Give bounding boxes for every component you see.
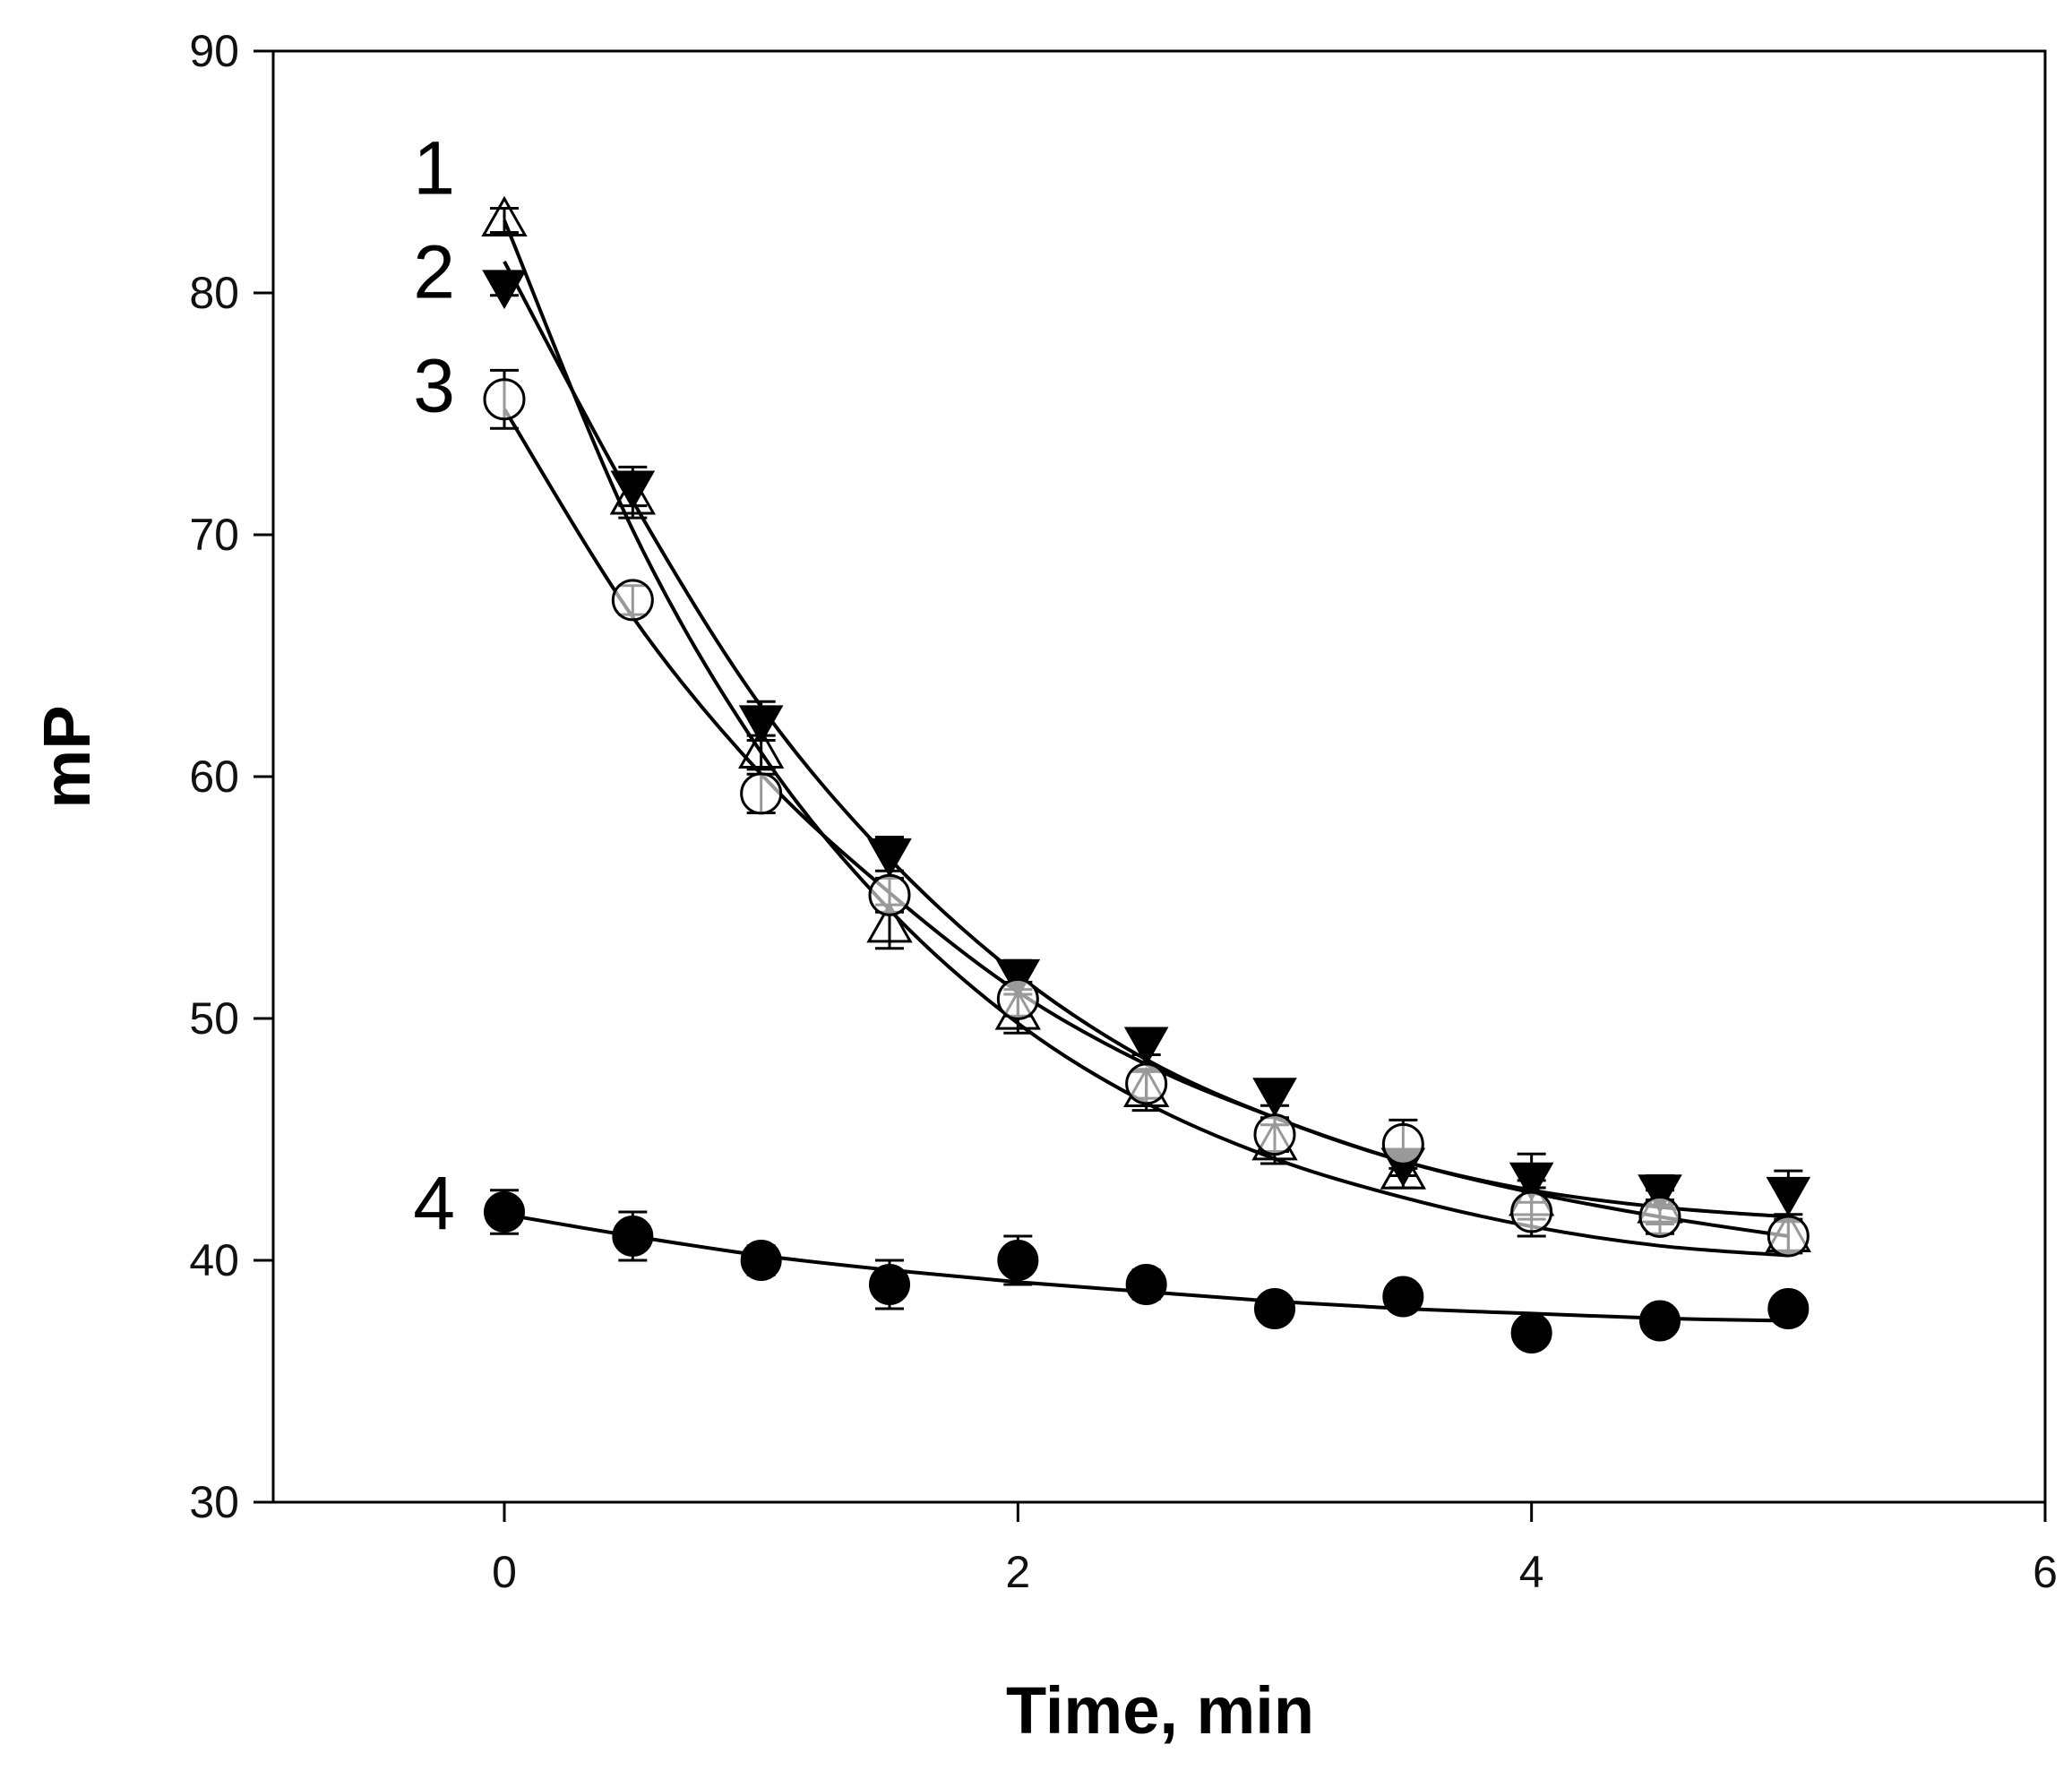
y-tick-label: 50 xyxy=(189,993,239,1044)
marker-series-4 xyxy=(740,1240,782,1281)
marker-series-3 xyxy=(1510,1190,1553,1233)
marker-series-1 xyxy=(1380,1148,1427,1190)
y-axis-ticks: 30 40 50 60 70 80 90 xyxy=(189,26,273,1527)
marker-series-3 xyxy=(1253,1113,1296,1156)
marker-series-2 xyxy=(482,270,527,310)
marker-series-4 xyxy=(1254,1288,1295,1329)
y-tick-label: 30 xyxy=(189,1477,239,1527)
marker-series-4 xyxy=(612,1216,654,1257)
marker-series-3 xyxy=(1638,1195,1681,1238)
series-label-2: 2 xyxy=(413,230,455,314)
series-label-1: 1 xyxy=(413,126,455,211)
marker-series-2 xyxy=(867,838,912,878)
y-tick-label: 70 xyxy=(189,510,239,560)
marker-series-1 xyxy=(737,727,785,769)
marker-series-2 xyxy=(610,470,656,511)
y-tick-label: 90 xyxy=(189,26,239,76)
marker-series-1 xyxy=(481,195,528,236)
fit-line-series-2 xyxy=(503,260,1789,1219)
marker-series-3 xyxy=(483,378,526,421)
marker-series-2 xyxy=(1123,1027,1169,1067)
marker-series-4 xyxy=(1382,1276,1424,1318)
x-tick-label: 6 xyxy=(2033,1547,2058,1597)
marker-series-2 xyxy=(1252,1078,1297,1117)
marker-series-3 xyxy=(1767,1215,1810,1258)
marker-series-2 xyxy=(1766,1176,1811,1216)
x-tick-label: 2 xyxy=(1005,1547,1030,1597)
marker-series-3 xyxy=(740,772,783,815)
x-tick-label: 0 xyxy=(492,1547,517,1597)
marker-series-2 xyxy=(1638,1174,1682,1214)
marker-series-4 xyxy=(1639,1300,1681,1342)
marker-series-4 xyxy=(1510,1312,1552,1353)
marker-series-4 xyxy=(997,1240,1039,1281)
fit-line-series-3 xyxy=(503,408,1789,1238)
data-markers xyxy=(481,195,1812,1353)
fit-lines xyxy=(503,219,1789,1323)
series-labels: 1 2 3 4 xyxy=(413,126,455,1246)
marker-series-3 xyxy=(996,977,1039,1020)
error-bars xyxy=(490,207,1803,1346)
marker-series-3 xyxy=(1125,1062,1168,1105)
y-tick-label: 80 xyxy=(189,268,239,318)
marker-series-1 xyxy=(609,474,657,515)
marker-series-3 xyxy=(1381,1122,1424,1165)
marker-series-1 xyxy=(866,902,913,943)
y-tick-label: 60 xyxy=(189,752,239,802)
marker-series-2 xyxy=(1509,1162,1554,1202)
marker-series-4 xyxy=(1125,1264,1167,1305)
x-tick-label: 4 xyxy=(1519,1547,1544,1597)
y-axis-title: mP xyxy=(30,705,104,808)
x-axis-ticks: 0 2 4 6 xyxy=(492,1502,2058,1597)
y-tick-label: 40 xyxy=(189,1235,239,1285)
marker-series-2 xyxy=(738,705,784,745)
marker-series-4 xyxy=(869,1264,910,1305)
marker-series-4 xyxy=(1767,1288,1810,1329)
marker-series-3 xyxy=(868,873,911,916)
x-axis-title: Time, min xyxy=(1006,1673,1314,1748)
marker-series-4 xyxy=(484,1191,525,1233)
series-label-4: 4 xyxy=(413,1161,455,1245)
series-label-3: 3 xyxy=(413,344,455,428)
marker-series-3 xyxy=(611,579,654,622)
